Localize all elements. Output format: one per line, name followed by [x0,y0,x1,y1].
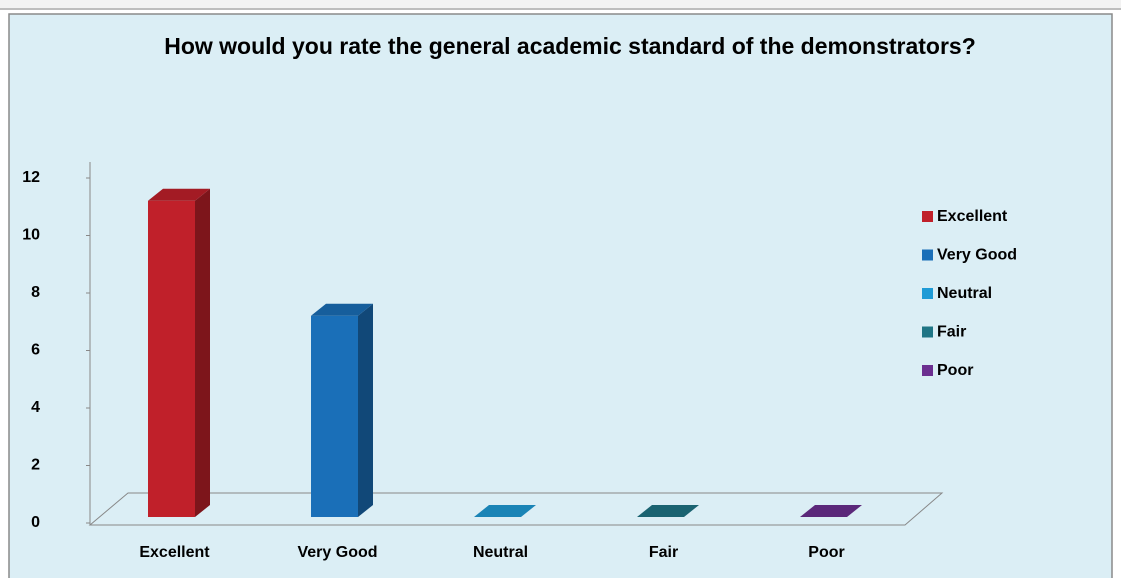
x-tick-label: Very Good [297,544,377,561]
chart-title: How would you rate the general academic … [164,33,976,59]
legend-label: Fair [937,324,966,341]
bar-front [311,315,358,517]
legend-label: Neutral [937,285,992,302]
legend-label: Very Good [937,247,1017,264]
x-tick-label: Fair [649,544,678,561]
x-tick-label: Neutral [473,544,528,561]
y-tick-label: 10 [22,227,40,244]
legend-swatch [922,211,933,222]
legend-swatch [922,288,933,299]
legend-swatch [922,365,933,376]
x-tick-label: Excellent [139,544,210,561]
bar-side [195,188,210,517]
y-tick-label: 0 [31,514,40,531]
legend-swatch [922,249,933,261]
top-strip [0,0,1121,10]
y-tick-label: 12 [22,169,40,186]
bar-front [148,200,195,517]
y-tick-label: 2 [31,457,40,474]
x-tick-label: Poor [808,544,844,561]
bar-top [474,505,536,517]
legend-label: Poor [937,362,973,379]
legend-label: Excellent [937,208,1008,225]
bar-top [148,188,210,201]
bar-top [800,505,862,517]
bar-side [358,303,373,517]
y-tick-label: 8 [31,284,40,301]
floor [88,492,944,526]
bar-top [637,505,699,517]
y-tick-label: 4 [31,399,40,416]
y-tick-label: 6 [31,342,40,359]
bar-top [311,303,373,316]
legend-swatch [922,326,933,338]
